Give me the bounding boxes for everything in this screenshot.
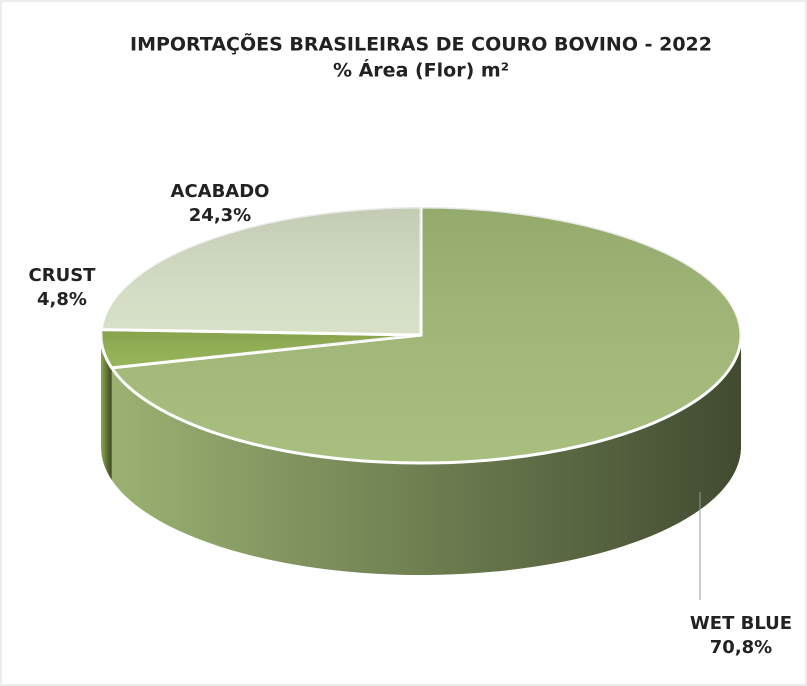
pie	[99, 205, 743, 576]
slice-label-name: CRUST	[29, 265, 97, 286]
slice-label-name: WET BLUE	[690, 613, 792, 634]
side-shade	[101, 335, 112, 480]
slice-shade	[111, 207, 741, 463]
slice-label-value: 70,8%	[710, 637, 772, 658]
slice-shade	[101, 207, 421, 335]
side-shade	[111, 335, 742, 576]
slice-label-value: 4,8%	[37, 289, 87, 310]
slice-label-value: 24,3%	[189, 205, 251, 226]
slice-label-name: ACABADO	[171, 181, 270, 202]
chart-subtitle: % Área (Flor) m²	[333, 59, 509, 82]
chart-title: IMPORTAÇÕES BRASILEIRAS DE COURO BOVINO …	[130, 32, 712, 56]
slice-shade	[101, 329, 421, 368]
